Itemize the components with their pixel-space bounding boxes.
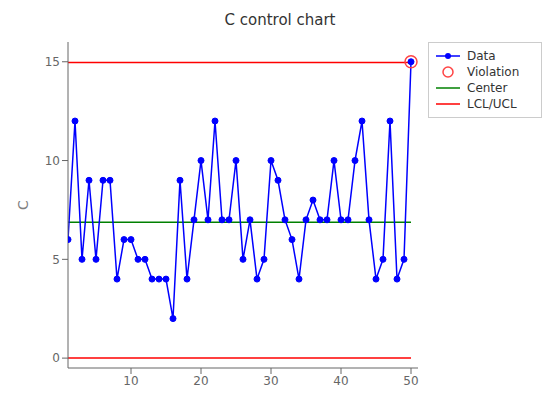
- svg-text:10: 10: [123, 374, 138, 388]
- svg-text:C: C: [15, 200, 31, 210]
- html-text:LCL/UCL: LCL/UCL: [467, 97, 517, 111]
- html-text:Data: Data: [467, 49, 496, 63]
- svg-text:10: 10: [45, 154, 60, 168]
- svg-text:5: 5: [52, 253, 60, 267]
- svg-text:50: 50: [403, 374, 418, 388]
- svg-text:20: 20: [193, 374, 208, 388]
- svg-text:30: 30: [263, 374, 278, 388]
- html-text:Center: Center: [467, 81, 508, 95]
- html-text:C control chart: C control chart: [224, 11, 336, 29]
- html-text:Violation: Violation: [467, 65, 520, 79]
- svg-text:40: 40: [333, 374, 348, 388]
- svg-text:15: 15: [45, 55, 60, 69]
- svg-text:0: 0: [52, 351, 60, 365]
